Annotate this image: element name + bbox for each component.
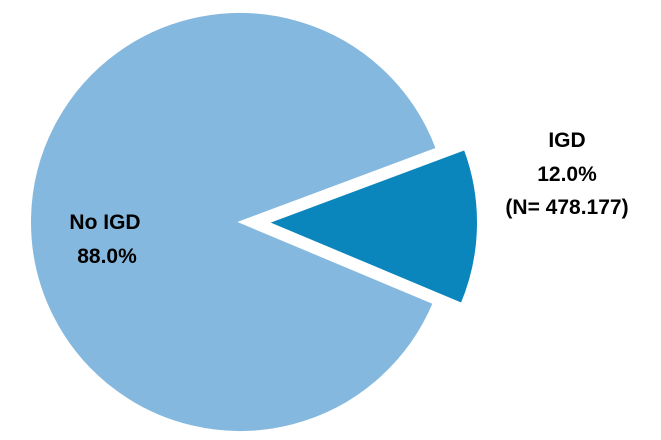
slice-value-no-igd: 88.0% (77, 245, 137, 268)
pie-slice-igd (265, 147, 479, 306)
slice-value-igd: 12.0% (537, 163, 597, 186)
slice-label-igd: IGD (548, 129, 585, 152)
slice-label-no-igd: No IGD (69, 211, 140, 234)
slice-note-igd: (N= 478.177) (505, 196, 628, 219)
pie-slice-no-igd (29, 11, 439, 433)
pie-slices (29, 11, 479, 433)
